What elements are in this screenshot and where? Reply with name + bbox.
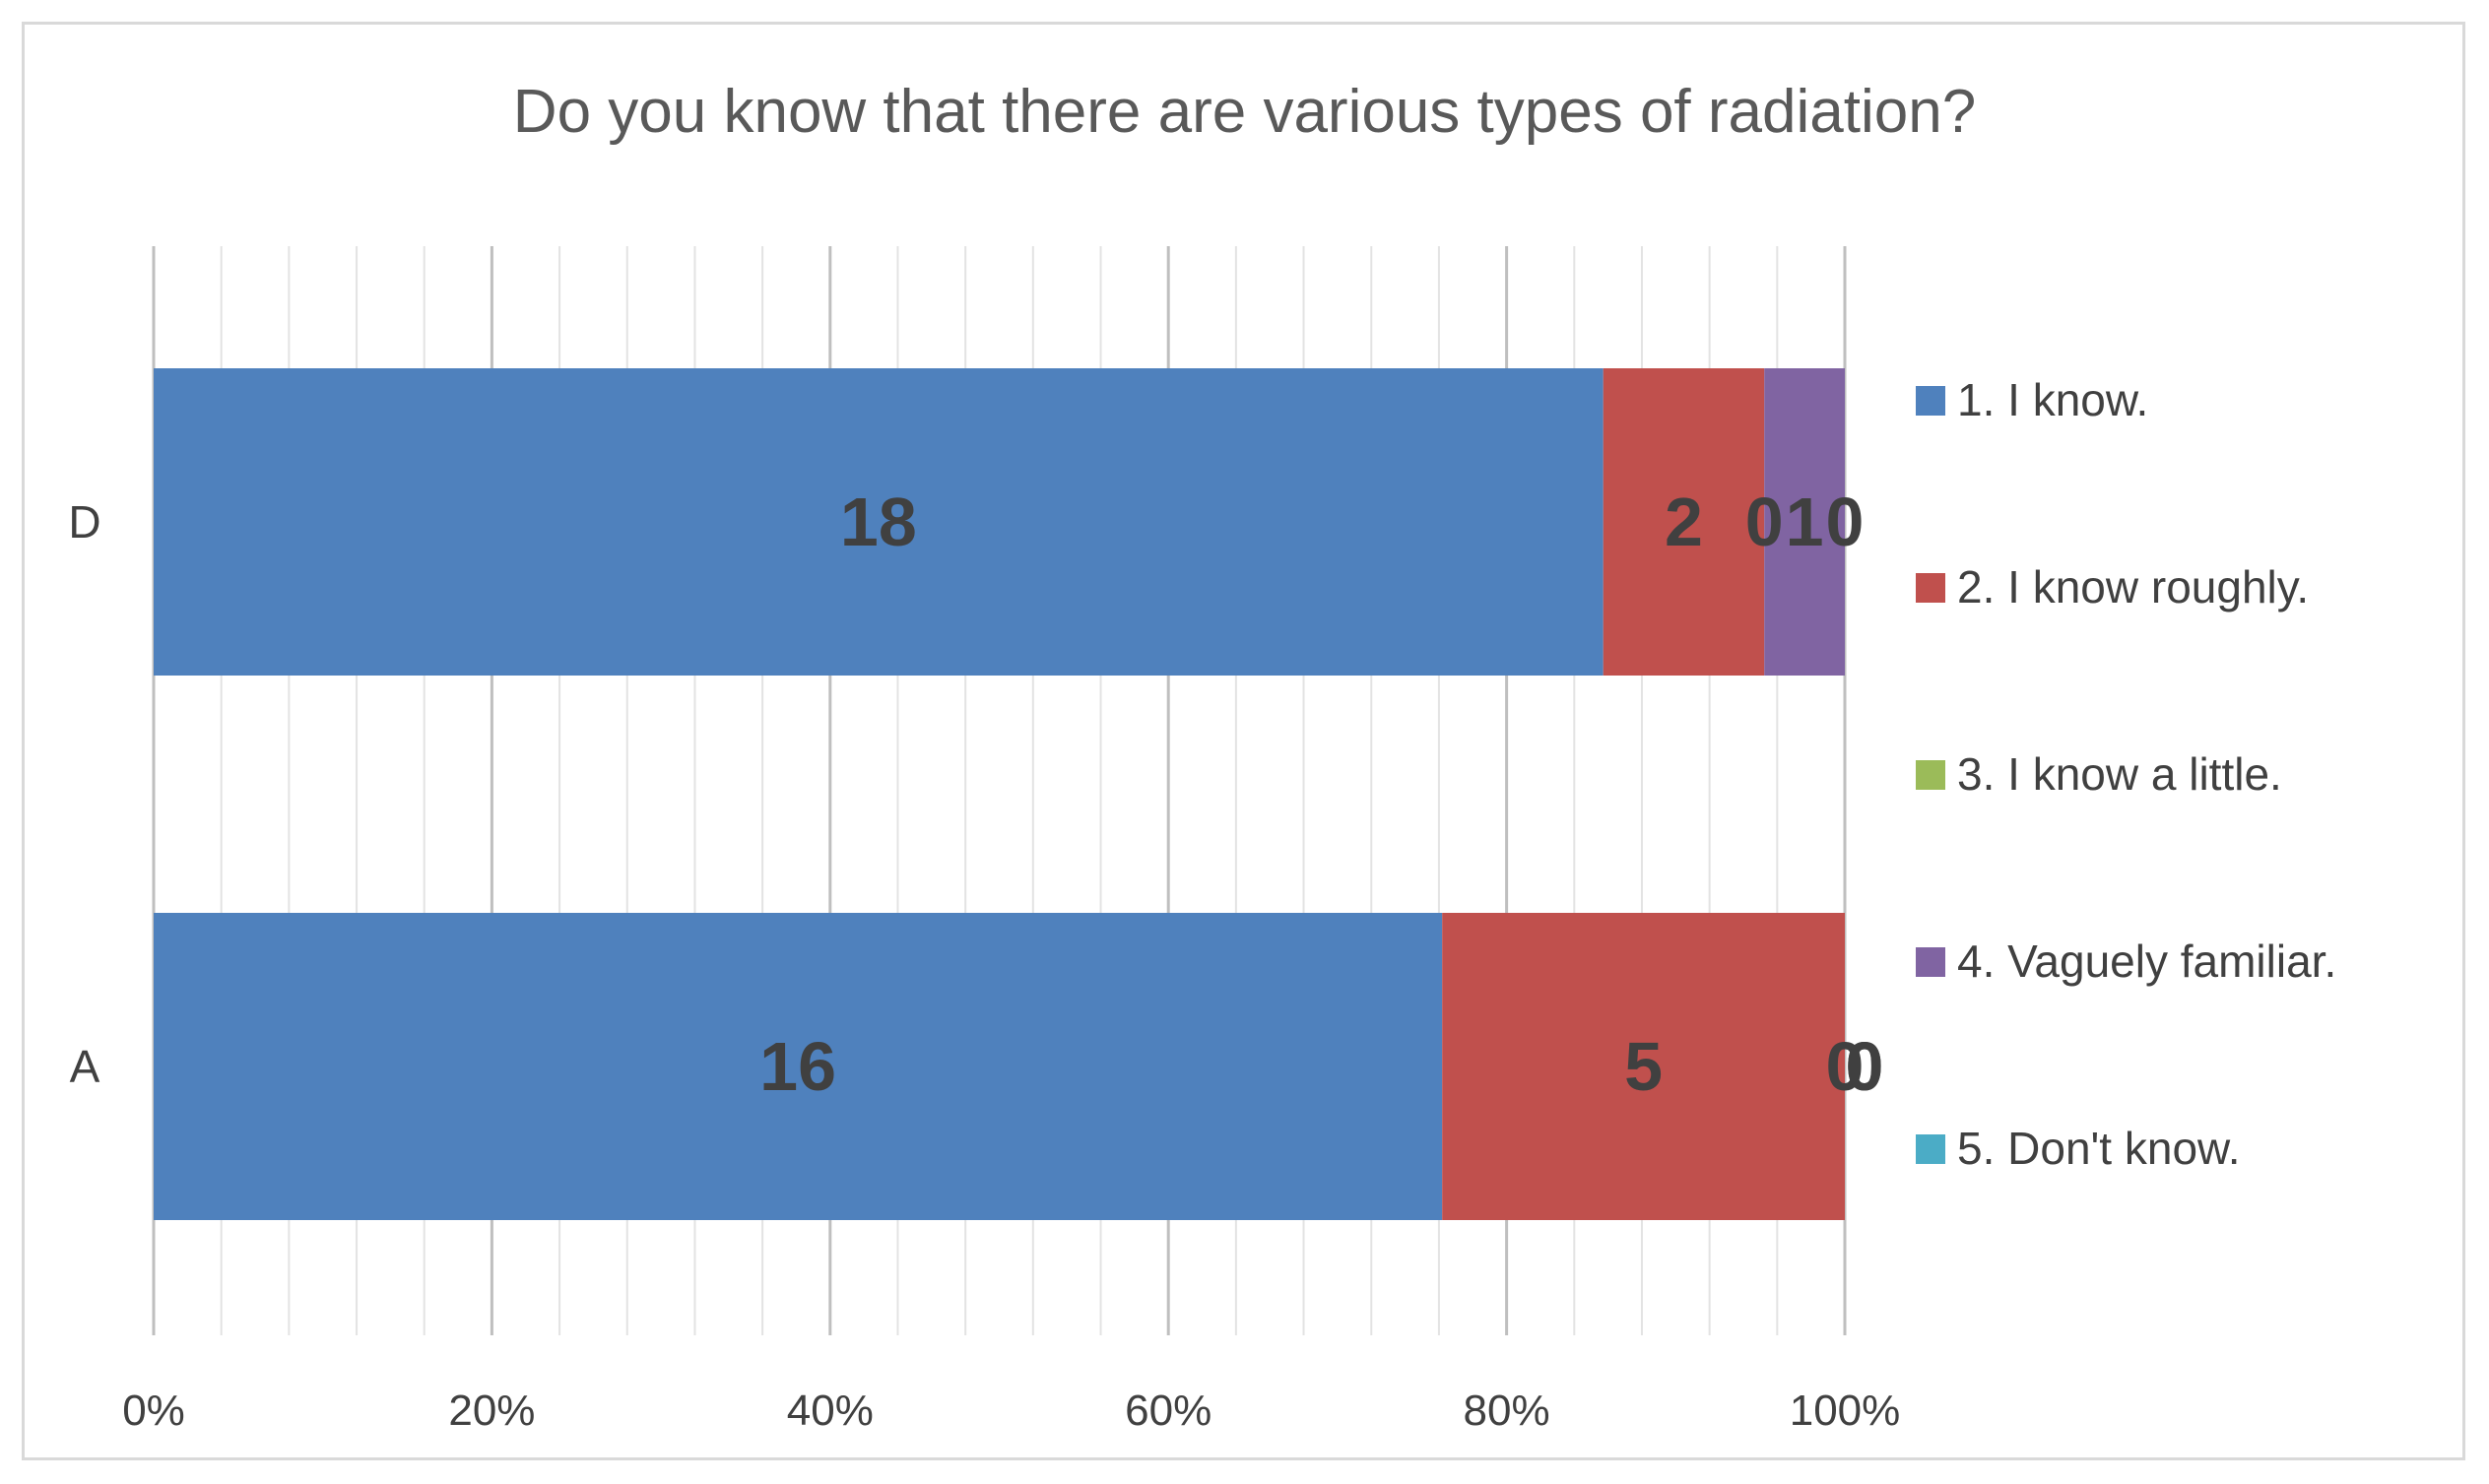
bar-segment	[1764, 368, 1845, 676]
data-label: 1	[1786, 484, 1824, 560]
legend-label: 3. I know a little.	[1957, 748, 2282, 800]
category-label: D	[68, 496, 100, 548]
legend-swatch	[1916, 386, 1945, 416]
x-tick-label: 60%	[1125, 1387, 1212, 1435]
legend-swatch	[1916, 947, 1945, 977]
data-label: 0	[1846, 1028, 1884, 1105]
legend-swatch	[1916, 1134, 1945, 1164]
chart-frame	[22, 22, 2465, 1460]
legend-label: 2. I know roughly.	[1957, 561, 2309, 613]
legend-swatch	[1916, 760, 1945, 790]
category-label: A	[70, 1041, 100, 1092]
data-label: 18	[840, 484, 917, 560]
data-label: 0	[1826, 484, 1865, 560]
data-label: 0	[1846, 1028, 1884, 1105]
bar-segment	[154, 368, 1604, 676]
bar-segment	[1442, 913, 1845, 1220]
data-label: 5	[1624, 1028, 1663, 1105]
data-label: 0	[1826, 1028, 1865, 1105]
legend-swatch	[1916, 573, 1945, 603]
legend-label: 1. I know.	[1957, 374, 2148, 425]
data-label: 0	[1745, 484, 1784, 560]
data-label: 16	[759, 1028, 836, 1105]
data-label: 2	[1665, 484, 1703, 560]
chart-title: Do you know that there are various types…	[512, 78, 1977, 146]
legend-label: 5. Don't know.	[1957, 1123, 2241, 1174]
x-tick-label: 80%	[1464, 1387, 1550, 1435]
x-tick-label: 40%	[787, 1387, 874, 1435]
x-tick-label: 20%	[448, 1387, 535, 1435]
legend-label: 4. Vaguely familiar.	[1957, 936, 2336, 987]
x-tick-label: 100%	[1790, 1387, 1901, 1435]
x-tick-label: 0%	[122, 1387, 185, 1435]
bar-segment	[1603, 368, 1765, 676]
bar-segment	[154, 913, 1443, 1220]
